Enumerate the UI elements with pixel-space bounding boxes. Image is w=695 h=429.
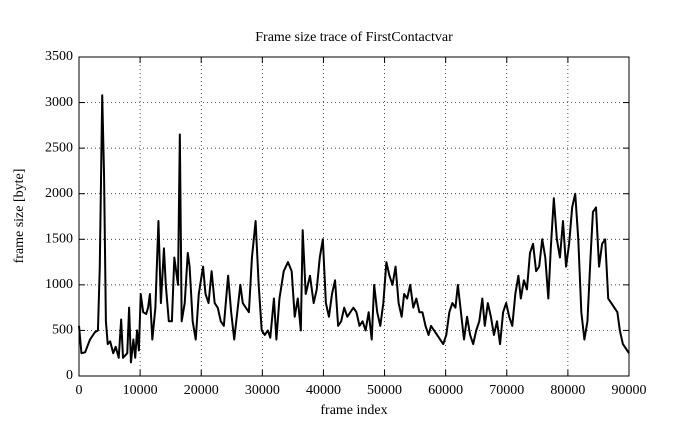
x-tick-label: 30000 — [245, 383, 280, 398]
x-tick-label: 40000 — [306, 383, 341, 398]
y-axis-label: frame size [byte] — [12, 169, 27, 264]
x-tick-label: 0 — [76, 383, 83, 398]
y-tick-label: 0 — [66, 368, 73, 383]
y-tick-label: 3000 — [45, 95, 73, 110]
x-tick-label: 70000 — [489, 383, 524, 398]
plot-frame — [78, 56, 630, 377]
chart-title: Frame size trace of FirstContactvar — [255, 30, 453, 45]
x-axis-label: frame index — [320, 403, 387, 418]
y-tick-label: 2500 — [45, 140, 73, 155]
data-line — [78, 94, 630, 364]
y-tick-label: 3500 — [45, 49, 73, 64]
x-tick-label: 10000 — [123, 383, 158, 398]
x-tick-label: 80000 — [550, 383, 585, 398]
y-tick-label: 500 — [52, 323, 73, 338]
y-tick-label: 1500 — [45, 232, 73, 247]
x-tick-label: 60000 — [428, 383, 463, 398]
x-tick-label: 50000 — [367, 383, 402, 398]
y-tick-label: 1000 — [45, 277, 73, 292]
y-tick-label: 2000 — [45, 186, 73, 201]
x-tick-label: 20000 — [184, 383, 219, 398]
x-tick-label: 90000 — [612, 383, 647, 398]
